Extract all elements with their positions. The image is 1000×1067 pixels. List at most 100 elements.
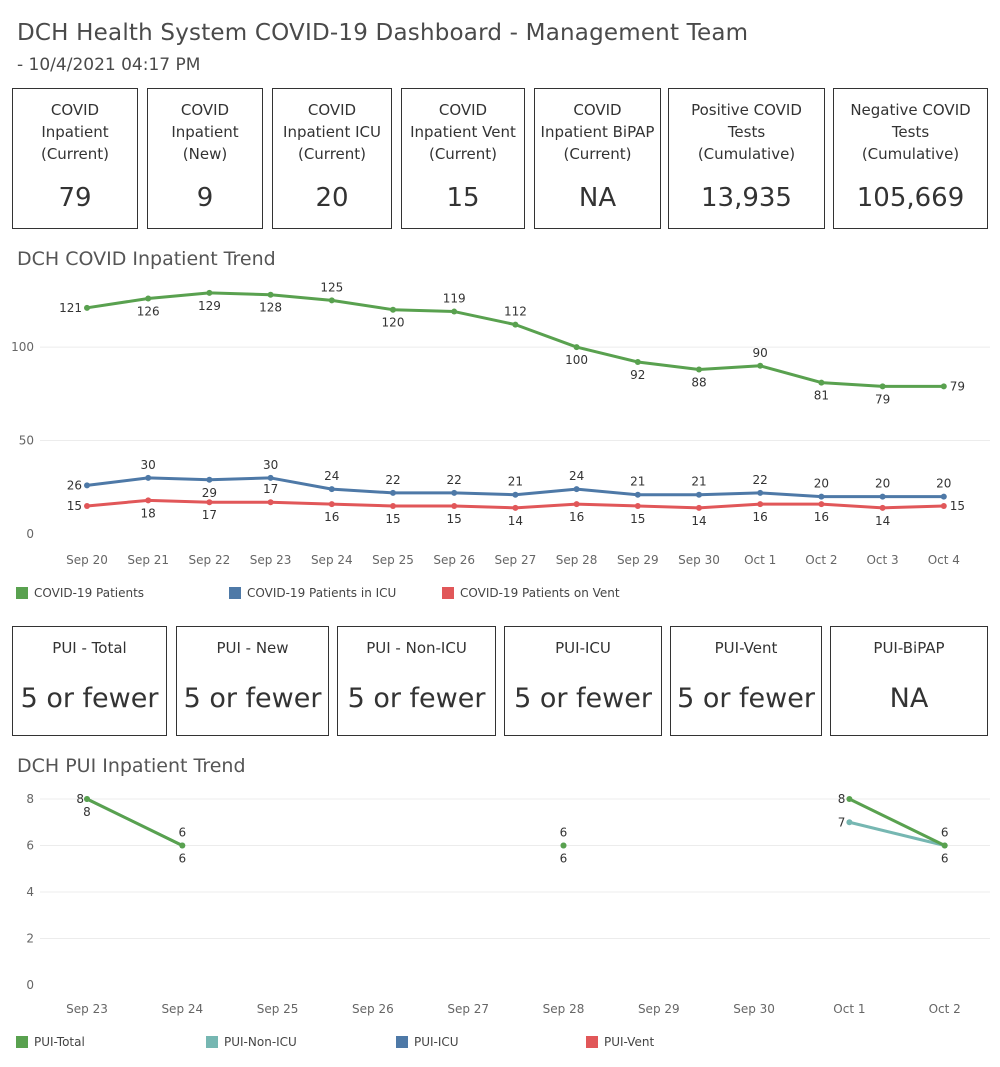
- data-label: 24: [569, 469, 584, 483]
- data-point: [940, 383, 947, 390]
- data-label: 79: [875, 392, 890, 406]
- data-point: [879, 504, 886, 511]
- kpi-value: 5 or fewer: [183, 683, 322, 714]
- kpi-value: 79: [58, 183, 92, 213]
- data-point: [941, 842, 948, 849]
- y-tick-label: 50: [19, 434, 34, 448]
- kpi-label: Positive COVID Tests (Cumulative): [691, 101, 802, 163]
- kpi-covid-inpatient-vent[interactable]: COVID Inpatient Vent (Current) 15: [401, 88, 525, 229]
- y-tick-label: 2: [26, 932, 34, 946]
- kpi-covid-inpatient-bipap[interactable]: COVID Inpatient BiPAP (Current) NA: [534, 88, 661, 229]
- data-point: [757, 501, 764, 508]
- data-label: 6: [941, 826, 949, 840]
- data-label: 15: [950, 499, 965, 513]
- legend-item-pui-icu[interactable]: PUI-ICU: [396, 1035, 459, 1049]
- data-label: 6: [560, 852, 568, 866]
- x-tick-label: Sep 28: [556, 553, 598, 567]
- kpi-pui-bipap[interactable]: PUI-BiPAP NA: [830, 626, 988, 736]
- data-point: [328, 486, 335, 493]
- data-label: 26: [67, 478, 82, 492]
- kpi-pui-total[interactable]: PUI - Total 5 or fewer: [12, 626, 167, 736]
- data-point: [390, 502, 396, 509]
- data-point: [145, 295, 152, 302]
- data-label: 8: [83, 805, 91, 819]
- kpi-pui-new[interactable]: PUI - New 5 or fewer: [176, 626, 329, 736]
- data-point: [818, 501, 825, 508]
- legend-item-pui-non-icu[interactable]: PUI-Non-ICU: [206, 1035, 297, 1049]
- data-point: [757, 489, 764, 496]
- data-label: 21: [691, 475, 706, 489]
- data-label: 6: [178, 852, 186, 866]
- legend-item-pui-vent[interactable]: PUI-Vent: [586, 1035, 654, 1049]
- x-tick-label: Sep 28: [543, 1002, 585, 1016]
- x-tick-label: Sep 24: [311, 553, 353, 567]
- kpi-covid-inpatient-current[interactable]: COVID Inpatient (Current) 79: [12, 88, 138, 229]
- legend-swatch: [16, 1036, 28, 1048]
- data-point: [512, 491, 519, 498]
- legend-swatch: [229, 587, 241, 599]
- kpi-value: 5 or fewer: [347, 683, 486, 714]
- kpi-label: COVID Inpatient BiPAP (Current): [540, 101, 655, 163]
- data-label: 30: [141, 458, 156, 472]
- data-point: [634, 491, 641, 498]
- x-tick-label: Sep 30: [733, 1002, 775, 1016]
- data-point: [206, 289, 213, 296]
- x-tick-label: Sep 23: [250, 553, 292, 567]
- data-point: [818, 493, 825, 500]
- pui-trend-title: DCH PUI Inpatient Trend: [17, 755, 246, 777]
- kpi-pui-non-icu[interactable]: PUI - Non-ICU 5 or fewer: [337, 626, 496, 736]
- kpi-pui-vent[interactable]: PUI-Vent 5 or fewer: [670, 626, 822, 736]
- data-label: 14: [875, 514, 890, 528]
- series-line: [848, 797, 946, 847]
- kpi-value: NA: [889, 683, 929, 714]
- legend-item-covid-vent[interactable]: COVID-19 Patients on Vent: [442, 586, 620, 600]
- data-point: [573, 486, 580, 493]
- data-label: 16: [814, 510, 829, 524]
- kpi-value: 5 or fewer: [514, 683, 652, 714]
- data-label: 128: [259, 301, 282, 315]
- x-tick-label: Sep 27: [447, 1002, 489, 1016]
- series-line: [849, 820, 946, 847]
- x-tick-label: Sep 22: [189, 553, 231, 567]
- data-label: 16: [324, 510, 339, 524]
- data-point: [512, 321, 519, 328]
- pui-inpatient-trend-chart: 0 2 4 6 8 Sep 23 Sep 24 Sep 25 Sep 26 Sep 27 Sep 2…: [26, 792, 990, 1016]
- x-tick-label: Sep 29: [638, 1002, 680, 1016]
- data-label: 6: [560, 826, 568, 840]
- x-tick-label: Sep 25: [257, 1002, 299, 1016]
- legend-swatch: [396, 1036, 408, 1048]
- legend-item-covid-patients[interactable]: COVID-19 Patients: [16, 586, 144, 600]
- data-point: [940, 502, 947, 509]
- legend-item-covid-icu[interactable]: COVID-19 Patients in ICU: [229, 586, 396, 600]
- kpi-covid-inpatient-icu[interactable]: COVID Inpatient ICU (Current) 20: [272, 88, 392, 229]
- data-label: 16: [569, 510, 584, 524]
- x-tick-label: Sep 20: [66, 553, 108, 567]
- covid-trend-title: DCH COVID Inpatient Trend: [17, 248, 276, 270]
- data-label: 15: [447, 512, 462, 526]
- data-label: 121: [59, 301, 82, 315]
- kpi-negative-tests[interactable]: Negative COVID Tests (Cumulative) 105,66…: [833, 88, 988, 229]
- data-point: [846, 796, 853, 802]
- x-tick-label: Sep 24: [161, 1002, 203, 1016]
- x-tick-label: Sep 23: [66, 1002, 108, 1016]
- kpi-value: NA: [578, 183, 617, 213]
- data-label: 88: [691, 376, 706, 390]
- data-label: 18: [141, 506, 156, 520]
- legend-label: COVID-19 Patients in ICU: [247, 586, 397, 600]
- data-label: 20: [875, 477, 890, 491]
- data-label: 7: [838, 815, 846, 829]
- legend-item-pui-total[interactable]: PUI-Total: [16, 1035, 85, 1049]
- x-tick-label: Oct 2: [929, 1002, 961, 1016]
- kpi-value: 5 or fewer: [20, 683, 159, 714]
- kpi-label: PUI - Non-ICU: [366, 639, 467, 657]
- kpi-pui-icu[interactable]: PUI-ICU 5 or fewer: [504, 626, 662, 736]
- data-point: [267, 291, 274, 298]
- kpi-covid-inpatient-new[interactable]: COVID Inpatient (New) 9: [147, 88, 263, 229]
- legend-label: COVID-19 Patients: [34, 586, 145, 600]
- covid-inpatient-trend-chart: 0 50 100 Sep 20 Sep 21 Sep 22 Sep 23 Sep 24 Sep …: [11, 280, 990, 567]
- y-tick-label: 0: [26, 527, 34, 541]
- data-label: 24: [324, 469, 339, 483]
- kpi-positive-tests[interactable]: Positive COVID Tests (Cumulative) 13,935: [668, 88, 825, 229]
- kpi-label: COVID Inpatient (New): [171, 101, 239, 163]
- data-label: 30: [263, 458, 278, 472]
